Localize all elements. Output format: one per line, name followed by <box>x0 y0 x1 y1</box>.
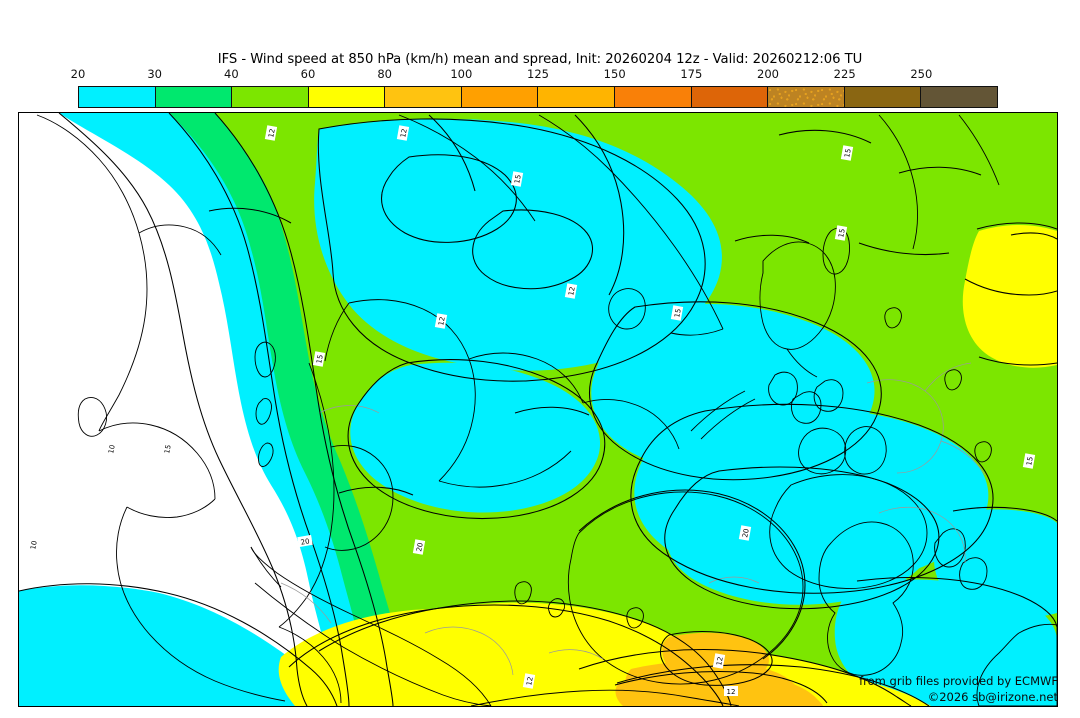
colorbar-segment-175 <box>691 87 769 107</box>
colorbar-tick-125: 125 <box>527 67 549 81</box>
colorbar-segment-200 <box>768 87 845 107</box>
colorbar-segment-125 <box>538 87 616 107</box>
svg-text:15: 15 <box>673 308 682 318</box>
colorbar: 20 30 40 60 80 100 125 150 175 200 225 250 <box>71 67 998 108</box>
svg-text:10: 10 <box>29 540 38 550</box>
isotach-contours <box>19 113 1057 706</box>
fill-band-80 <box>615 632 823 706</box>
svg-text:15: 15 <box>843 148 852 158</box>
colorbar-tick-80: 80 <box>377 67 392 81</box>
svg-text:12: 12 <box>267 128 276 138</box>
colorbar-tick-40: 40 <box>224 67 239 81</box>
colorbar-segment-225 <box>844 87 922 107</box>
colorbar-segment-60 <box>308 87 386 107</box>
colorbar-segment-30 <box>155 87 233 107</box>
svg-text:15: 15 <box>163 444 173 454</box>
colorbar-segment-150 <box>615 87 692 107</box>
colorbar-gradient <box>78 86 998 108</box>
svg-text:12: 12 <box>715 656 724 666</box>
colorbar-tick-100: 100 <box>450 67 473 81</box>
colorbar-tick-175: 175 <box>680 67 703 81</box>
colorbar-segment-80 <box>385 87 462 107</box>
colorbar-tick-200: 200 <box>757 67 779 81</box>
svg-text:15: 15 <box>1025 456 1034 466</box>
svg-text:20: 20 <box>741 528 750 538</box>
svg-text:15: 15 <box>513 174 522 184</box>
svg-text:12: 12 <box>727 688 736 696</box>
colorbar-segment-40 <box>232 87 309 107</box>
map-frame[interactable]: 10 15 15 12 <box>18 112 1058 707</box>
contour-labels: 10 15 15 12 <box>26 125 1036 696</box>
colorbar-segment-100 <box>461 87 539 107</box>
svg-text:12: 12 <box>525 676 534 686</box>
colorbar-tick-225: 225 <box>833 67 856 81</box>
colorbar-tick-250: 250 <box>910 67 933 81</box>
colorbar-tick-30: 30 <box>147 67 162 81</box>
svg-text:12: 12 <box>567 286 576 296</box>
svg-text:20: 20 <box>300 537 310 546</box>
colorbar-tick-20: 20 <box>70 67 86 81</box>
svg-text:12: 12 <box>399 128 408 138</box>
colorbar-tick-150: 150 <box>603 67 626 81</box>
svg-text:12: 12 <box>437 316 446 326</box>
colorbar-segment-20 <box>79 87 156 107</box>
colorbar-tick-60: 60 <box>300 67 316 81</box>
svg-text:15: 15 <box>837 228 846 238</box>
political-borders <box>280 362 986 676</box>
svg-text:20: 20 <box>415 542 424 552</box>
page-title: IFS - Wind speed at 850 hPa (km/h) mean … <box>217 52 863 67</box>
svg-text:10: 10 <box>107 444 117 454</box>
colorbar-tick-labels: 20 30 40 60 80 100 125 150 175 200 225 250 <box>71 67 998 83</box>
svg-text:15: 15 <box>315 354 324 364</box>
map-canvas: 10 15 15 12 <box>19 113 1057 706</box>
colorbar-segment-250 <box>921 87 997 107</box>
